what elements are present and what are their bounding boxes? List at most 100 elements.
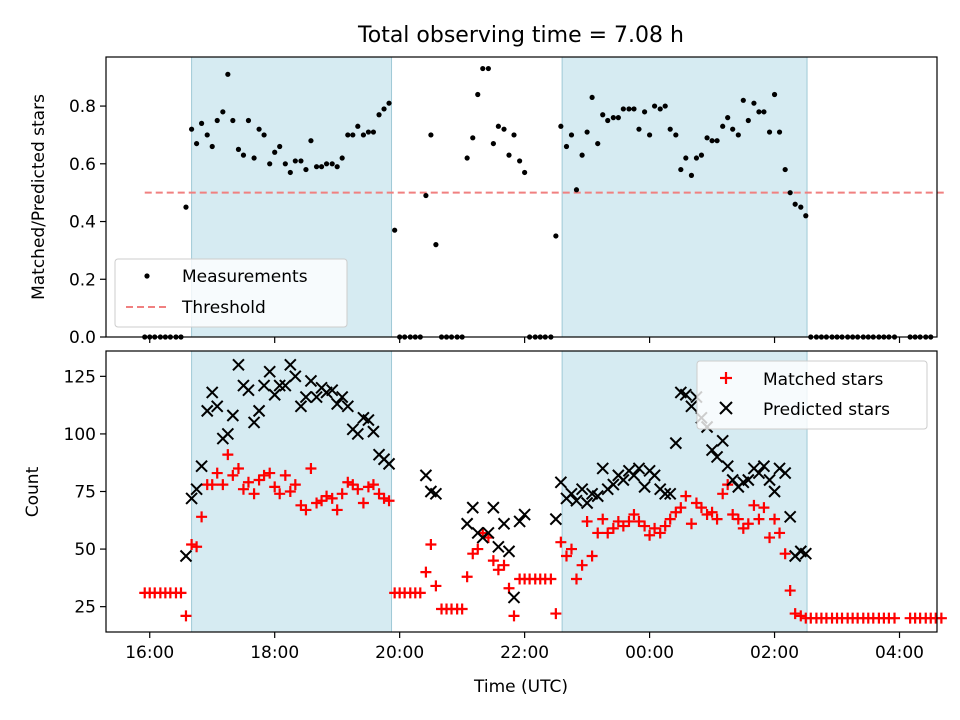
- measurement-point: [220, 109, 226, 115]
- measurement-point: [392, 227, 398, 233]
- predicted-star-point: [778, 466, 792, 480]
- matched-star-point: [487, 555, 499, 567]
- predicted-star-point: [299, 390, 313, 404]
- measurement-point: [334, 164, 340, 170]
- matched-star-point: [289, 479, 301, 491]
- bottom-legend: Matched stars Predicted stars: [696, 360, 928, 430]
- matched-star-point: [331, 504, 343, 516]
- matched-star-point: [675, 502, 687, 514]
- measurement-point: [198, 120, 205, 126]
- measurement-point: [323, 161, 330, 167]
- measurement-point: [704, 135, 710, 141]
- measurement-point: [381, 106, 387, 112]
- predicted-star-point: [783, 510, 797, 524]
- measurement-point: [350, 132, 356, 138]
- matched-star-point: [628, 509, 640, 521]
- bottom-y-axis: 25 50 75 100 125: [64, 367, 106, 618]
- top-panel-frame: [105, 56, 938, 338]
- measurement-point: [506, 152, 512, 158]
- matched-star-point: [456, 603, 468, 615]
- predicted-star-point: [658, 487, 672, 501]
- measurement-point: [740, 97, 746, 103]
- matched-star-point: [711, 513, 723, 525]
- measurement-point: [651, 103, 658, 109]
- matched-star-point: [680, 490, 692, 502]
- measurement-point: [298, 158, 304, 164]
- measurement-point: [225, 71, 231, 77]
- measurement-point: [798, 204, 804, 210]
- x-tick-label: 20:00: [375, 643, 424, 663]
- predicted-star-point: [226, 409, 240, 422]
- predicted-star-point: [721, 459, 734, 473]
- predicted-star-point: [351, 427, 365, 441]
- measurement-point: [501, 126, 507, 132]
- matched-star-point: [764, 532, 776, 544]
- matched-star-point: [581, 515, 593, 527]
- matched-star-point: [769, 513, 781, 525]
- matched-star-point: [774, 527, 786, 539]
- measurement-point: [693, 155, 700, 161]
- top-legend-box: [114, 258, 348, 328]
- matched-star-point: [300, 504, 312, 516]
- matched-star-point: [748, 499, 760, 511]
- measurement-point: [646, 132, 653, 138]
- bottom-x-axis: 16:00 18:00 20:00 22:00 00:00 02:00 04:00: [125, 632, 924, 663]
- measurement-point: [595, 140, 601, 147]
- matched-star-point: [727, 509, 739, 521]
- predicted-star-point: [570, 494, 583, 507]
- measurement-point: [771, 91, 778, 98]
- legend-measurements-marker: [144, 273, 150, 279]
- matched-star-point: [685, 518, 697, 530]
- bottom-y-axis-label: Count: [23, 466, 43, 517]
- matched-star-point: [784, 585, 796, 597]
- measurement-point: [725, 115, 731, 121]
- y-tick-label: 25: [74, 598, 96, 618]
- matched-star-point: [789, 608, 801, 620]
- measurement-point: [303, 166, 309, 173]
- measurement-point: [282, 161, 288, 167]
- measurement-point: [470, 135, 476, 141]
- predicted-star-point: [263, 365, 276, 378]
- matched-star-point: [264, 467, 276, 479]
- matched-star-point: [305, 462, 317, 474]
- matched-star-point: [342, 476, 354, 488]
- shaded-interval: [561, 56, 808, 338]
- matched-star-point: [732, 513, 744, 525]
- matched-star-point: [269, 481, 281, 493]
- matched-star-point: [607, 522, 619, 534]
- measurement-point: [355, 123, 361, 129]
- measurement-point: [673, 132, 679, 138]
- x-tick-label: 02:00: [750, 643, 799, 663]
- predicted-star-point: [325, 383, 339, 397]
- measurement-point: [318, 164, 325, 170]
- measurement-point: [782, 166, 788, 173]
- measurement-point: [240, 152, 247, 158]
- top-x-ticks: [149, 337, 901, 343]
- measurement-point: [433, 242, 439, 248]
- predicted-star-point: [663, 487, 677, 501]
- measurement-point: [573, 187, 580, 193]
- measurement-point: [188, 126, 195, 132]
- predicted-star-point: [247, 416, 261, 429]
- matched-star-point: [414, 587, 426, 599]
- predicted-star-point: [638, 480, 651, 494]
- matched-star-point: [592, 527, 604, 539]
- x-axis-label: Time (UTC): [473, 677, 568, 697]
- matched-star-point: [191, 541, 203, 553]
- measurement-point: [475, 91, 481, 98]
- measurement-point: [428, 132, 434, 138]
- matched-star-point: [664, 513, 676, 525]
- legend-measurements-label: Measurements: [182, 267, 308, 287]
- measurement-point: [261, 132, 267, 138]
- predicted-star-point: [279, 379, 292, 392]
- predicted-star-point: [232, 358, 245, 372]
- predicted-star-point: [382, 457, 396, 471]
- measurement-point: [183, 204, 189, 210]
- measurement-point: [605, 117, 611, 124]
- measurement-point: [365, 129, 372, 135]
- matched-star-point: [639, 520, 651, 532]
- matched-star-point: [248, 488, 260, 500]
- predicted-star-point: [419, 469, 433, 482]
- measurement-point: [553, 233, 559, 239]
- matched-star-point: [597, 513, 609, 525]
